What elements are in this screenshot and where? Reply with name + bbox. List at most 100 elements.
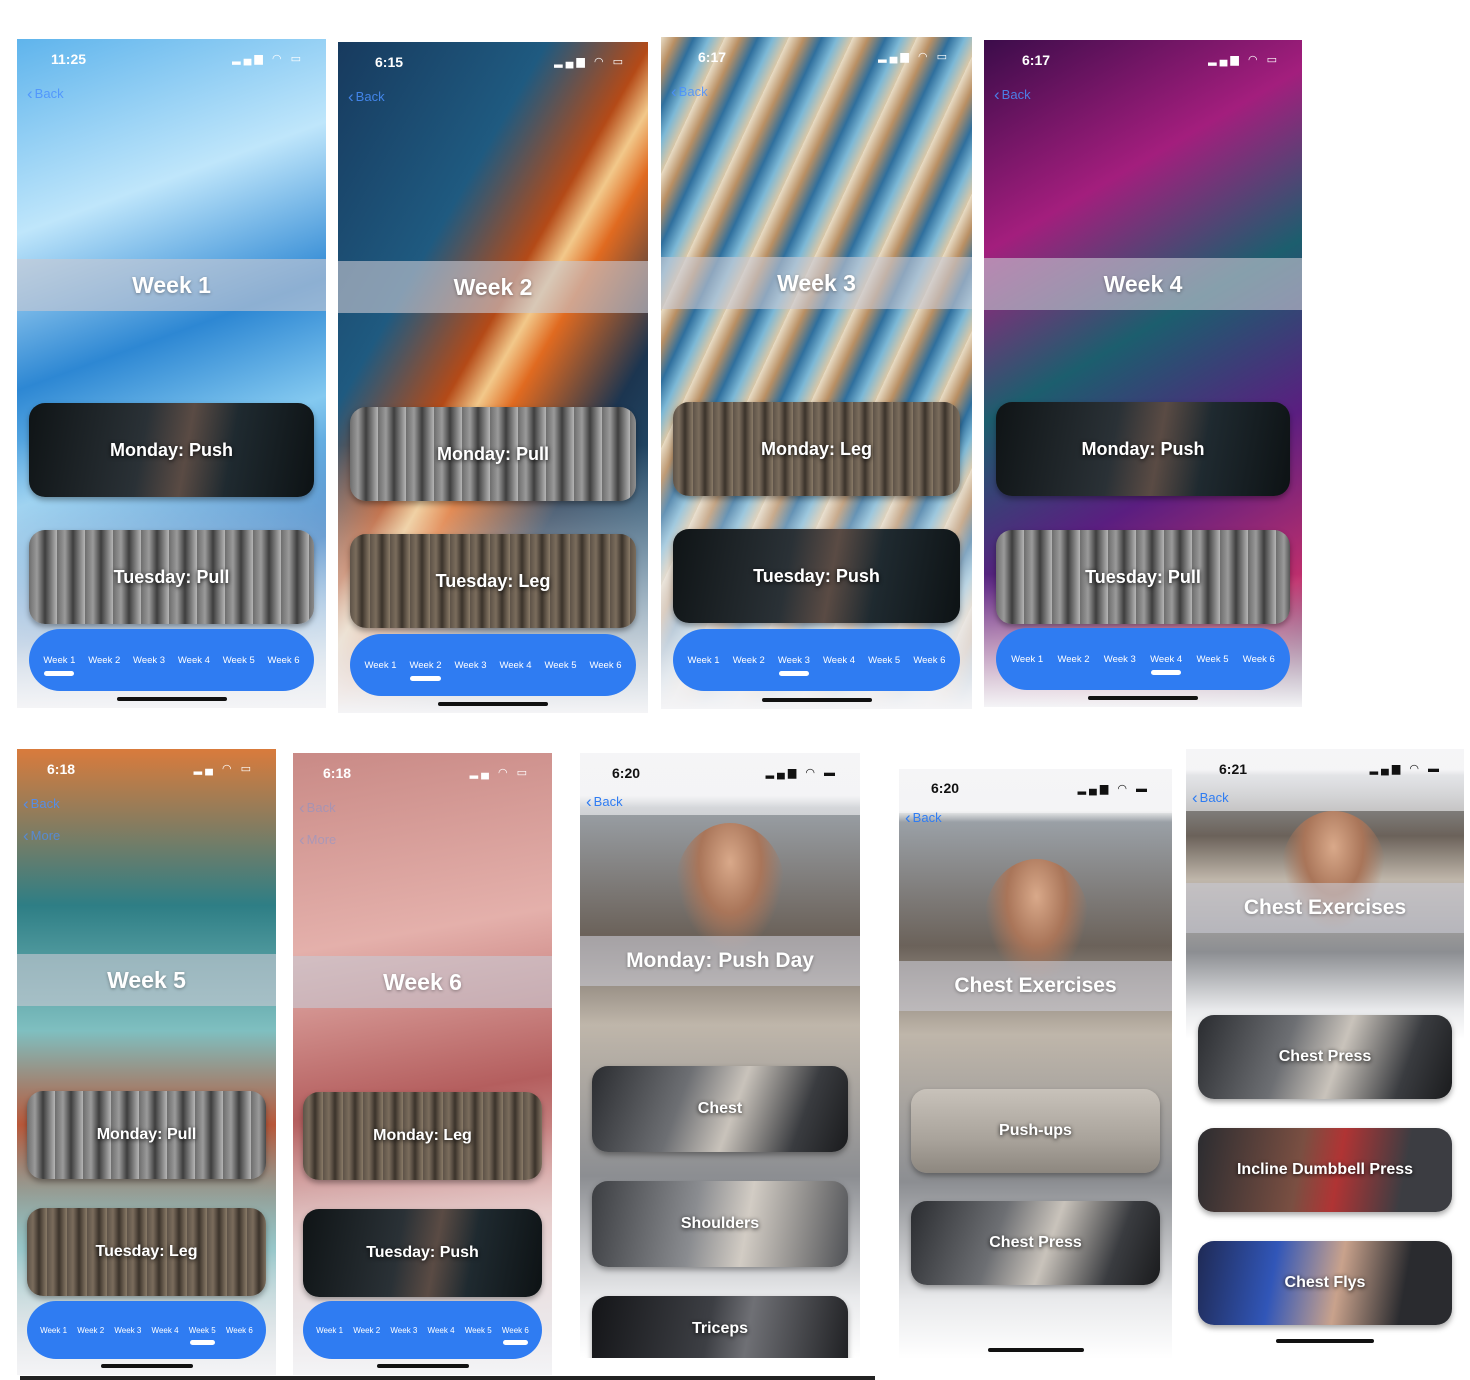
exercise-card[interactable]: Chest Press	[1198, 1015, 1452, 1099]
exercise-card[interactable]: Incline Dumbbell Press	[1198, 1128, 1452, 1212]
exercise-card[interactable]: Chest Flys	[1198, 1241, 1452, 1325]
back-button[interactable]: ‹ Back	[348, 88, 385, 105]
tab-week-4[interactable]: Week 4	[499, 659, 532, 671]
tab-week-1[interactable]: Week 1	[364, 659, 397, 671]
chevron-left-icon: ‹	[994, 85, 1000, 104]
tab-week-3[interactable]: Week 3	[390, 1325, 418, 1335]
tab-week-6[interactable]: Week 6	[1242, 653, 1275, 665]
week-2-screen: 6:15 ▂▄▆ ◠ ▭ ‹ Back Week 2 Monday: Pull …	[338, 42, 648, 713]
push-day-screen: 6:20 ▂▄▆ ◠ ▬ ‹ Back Monday: Push Day Che…	[580, 753, 860, 1358]
day-card[interactable]: Tuesday: Pull	[29, 530, 314, 624]
status-icons: ▂▄▆ ◠ ▭	[1208, 54, 1280, 66]
back-button[interactable]: ‹ Back	[994, 86, 1031, 103]
exercise-label: Chest Press	[989, 1234, 1082, 1251]
day-card[interactable]: Monday: Leg	[303, 1092, 542, 1180]
tab-week-4[interactable]: Week 4	[177, 654, 210, 666]
back-button[interactable]: ‹ Back	[671, 83, 708, 100]
status-time: 6:18	[323, 765, 352, 781]
status-time: 6:17	[698, 49, 727, 65]
tab-week-2[interactable]: Week 2	[77, 1325, 105, 1335]
muscle-group-card[interactable]: Shoulders	[592, 1181, 848, 1267]
week-6-screen: 6:18 ▂▄ ◠ ▭ ‹ Back ‹ More Week 6 Monday:…	[293, 753, 552, 1375]
tab-week-1[interactable]: Week 1	[1011, 653, 1044, 665]
tab-week-5[interactable]: Week 5	[868, 654, 901, 666]
tab-week-4[interactable]: Week 4	[823, 654, 856, 666]
exercise-card[interactable]: Chest Press	[911, 1201, 1160, 1285]
day-card[interactable]: Monday: Leg	[673, 402, 960, 496]
tab-week-2[interactable]: Week 2	[409, 659, 442, 681]
day-card-label: Monday: Leg	[373, 1127, 472, 1144]
back-button[interactable]: ‹ Back	[586, 793, 623, 810]
status-icons: ▂▄ ◠ ▭	[193, 763, 254, 775]
week-tab-bar: Week 1 Week 2 Week 3 Week 4 Week 5 Week …	[29, 629, 314, 691]
tab-week-1[interactable]: Week 1	[687, 654, 720, 666]
tab-week-2[interactable]: Week 2	[732, 654, 765, 666]
tab-week-2[interactable]: Week 2	[1057, 653, 1090, 665]
tab-week-3[interactable]: Week 3	[1103, 653, 1136, 665]
tab-week-2[interactable]: Week 2	[88, 654, 121, 666]
tab-week-5[interactable]: Week 5	[544, 659, 577, 671]
tab-week-2[interactable]: Week 2	[353, 1325, 381, 1335]
athlete-figure	[675, 823, 785, 953]
tab-week-5[interactable]: Week 5	[1196, 653, 1229, 665]
back-label: Back	[912, 810, 942, 825]
back-button[interactable]: ‹ Back	[905, 809, 942, 826]
week-1-screen: 11:25 ▂▄▆ ◠ ▭ ‹ Back Week 1 Monday: Push…	[17, 39, 326, 708]
day-card[interactable]: Tuesday: Leg	[350, 534, 636, 628]
day-card[interactable]: Tuesday: Push	[673, 529, 960, 623]
day-card[interactable]: Tuesday: Leg	[27, 1208, 266, 1296]
tab-week-6[interactable]: Week 6	[913, 654, 946, 666]
more-button[interactable]: ‹ More	[23, 827, 60, 844]
back-label: Back	[30, 796, 60, 811]
status-icons: ▂▄▆ ◠ ▭	[232, 53, 304, 65]
back-label: Back	[34, 86, 64, 101]
day-card[interactable]: Tuesday: Pull	[996, 530, 1290, 624]
tab-week-3[interactable]: Week 3	[133, 654, 166, 666]
status-icons: ▂▄ ◠ ▭	[469, 767, 530, 779]
tab-week-3[interactable]: Week 3	[114, 1325, 142, 1335]
tab-week-5[interactable]: Week 5	[188, 1325, 216, 1345]
status-icons: ▂▄▆ ◠ ▬	[1077, 783, 1150, 795]
muscle-group-card[interactable]: Chest	[592, 1066, 848, 1152]
chest-exercises-scrolled-screen: 6:21 ▂▄▆ ◠ ▬ ‹ Back Chest Exercises Ches…	[1186, 749, 1464, 1349]
muscle-group-card[interactable]: Triceps	[592, 1296, 848, 1358]
status-time: 6:21	[1219, 761, 1248, 777]
tab-week-4[interactable]: Week 4	[1150, 653, 1183, 675]
tab-week-6[interactable]: Week 6	[267, 654, 300, 666]
home-indicator	[761, 698, 872, 702]
tab-week-4[interactable]: Week 4	[427, 1325, 455, 1335]
tab-week-1[interactable]: Week 1	[316, 1325, 344, 1335]
tab-week-5[interactable]: Week 5	[464, 1325, 492, 1335]
day-card[interactable]: Monday: Pull	[350, 407, 636, 501]
week-tab-bar: Week 1 Week 2 Week 3 Week 4 Week 5 Week …	[350, 634, 636, 696]
more-label: More	[306, 832, 337, 847]
day-card[interactable]: Monday: Pull	[27, 1091, 266, 1179]
tab-week-6[interactable]: Week 6	[589, 659, 622, 671]
day-card[interactable]: Monday: Push	[996, 402, 1290, 496]
back-button[interactable]: ‹ Back	[27, 85, 64, 102]
day-card[interactable]: Tuesday: Push	[303, 1209, 542, 1297]
tab-week-3[interactable]: Week 3	[454, 659, 487, 671]
status-icons: ▂▄▆ ◠ ▬	[1369, 763, 1442, 775]
tab-week-5[interactable]: Week 5	[222, 654, 255, 666]
day-card-label: Tuesday: Push	[366, 1244, 479, 1261]
exercise-card[interactable]: Push-ups	[911, 1089, 1160, 1173]
tab-week-6[interactable]: Week 6	[501, 1325, 529, 1345]
day-card-label: Tuesday: Leg	[435, 570, 551, 591]
back-button[interactable]: ‹ Back	[1192, 789, 1229, 806]
week-tab-bar: Week 1 Week 2 Week 3 Week 4 Week 5 Week …	[996, 628, 1290, 690]
page-title: Week 5	[17, 954, 276, 1006]
back-button[interactable]: ‹ Back	[299, 799, 336, 816]
back-button[interactable]: ‹ Back	[23, 795, 60, 812]
day-card[interactable]: Monday: Push	[29, 403, 314, 497]
status-icons: ▂▄▆ ◠ ▬	[765, 767, 838, 779]
tab-week-1[interactable]: Week 1	[43, 654, 76, 676]
home-indicator	[1088, 696, 1198, 700]
status-time: 6:15	[375, 54, 404, 70]
tab-week-3[interactable]: Week 3	[777, 654, 810, 676]
tab-week-1[interactable]: Week 1	[40, 1325, 68, 1335]
tab-week-6[interactable]: Week 6	[225, 1325, 253, 1335]
tab-week-4[interactable]: Week 4	[151, 1325, 179, 1335]
more-button[interactable]: ‹ More	[299, 831, 336, 848]
exercise-label: Chest Press	[1278, 1048, 1372, 1065]
